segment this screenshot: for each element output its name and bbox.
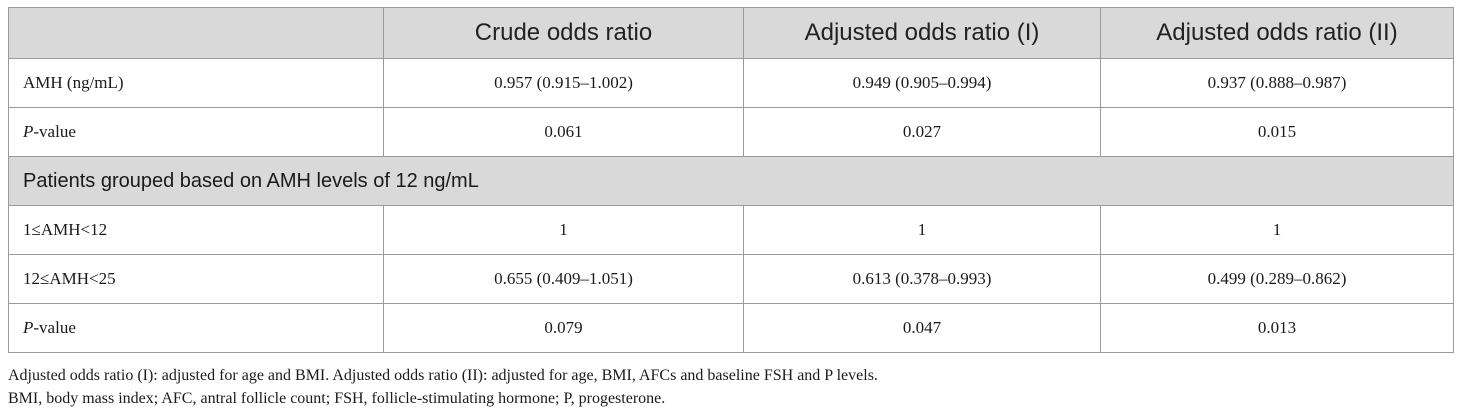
header-adjusted-odds-ratio-2: Adjusted odds ratio (II) [1100,7,1454,59]
table-cell: 0.655 (0.409–1.051) [383,254,744,304]
table-row: 1≤AMH<12 1 1 1 [8,205,1454,255]
header-adjusted-odds-ratio-1: Adjusted odds ratio (I) [743,7,1101,59]
header-cell-empty [8,7,384,59]
footnote: BMI, body mass index; AFC, antral follic… [8,390,666,407]
table-row: 12≤AMH<25 0.655 (0.409–1.051) 0.613 (0.3… [8,254,1454,304]
table-cell: 0.957 (0.915–1.002) [383,58,744,108]
footnote: Adjusted odds ratio (I): adjusted for ag… [8,367,878,384]
header-row: Crude odds ratio Adjusted odds ratio (I)… [8,7,1454,59]
table-row: AMH (ng/mL) 0.957 (0.915–1.002) 0.949 (0… [8,58,1454,108]
row-label-italic: P [23,318,34,337]
odds-ratio-table: Crude odds ratio Adjusted odds ratio (I)… [8,7,1454,353]
table-cell: 0.061 [383,107,744,157]
table-cell: 0.047 [743,303,1101,353]
row-label-text: -value [33,122,76,141]
table-cell: 0.015 [1100,107,1454,157]
table-cell: 0.079 [383,303,744,353]
row-label-text: 1≤AMH<12 [23,220,108,239]
table-row: P-value 0.079 0.047 0.013 [8,303,1454,353]
table-cell: 0.949 (0.905–0.994) [743,58,1101,108]
table-cell: 0.027 [743,107,1101,157]
row-label-italic: P [23,122,34,141]
table-cell: 1 [383,205,744,255]
table-row: P-value 0.061 0.027 0.015 [8,107,1454,157]
row-label: P-value [8,107,384,157]
table-footnotes: Adjusted odds ratio (I): adjusted for ag… [8,364,1453,410]
row-label: P-value [8,303,384,353]
row-label-text: -value [33,318,76,337]
row-label: AMH (ng/mL) [8,58,384,108]
row-label: 1≤AMH<12 [8,205,384,255]
row-label-text: 12≤AMH<25 [23,269,116,288]
table-container: Crude odds ratio Adjusted odds ratio (I)… [8,7,1454,410]
table-cell: 0.937 (0.888–0.987) [1100,58,1454,108]
table-cell: 0.013 [1100,303,1454,353]
table-cell: 1 [743,205,1101,255]
row-label: 12≤AMH<25 [8,254,384,304]
header-crude-odds-ratio: Crude odds ratio [383,7,744,59]
row-label-text: AMH (ng/mL) [23,73,124,92]
table-cell: 0.613 (0.378–0.993) [743,254,1101,304]
table-cell: 1 [1100,205,1454,255]
group-header-label: Patients grouped based on AMH levels of … [8,156,1454,206]
table-cell: 0.499 (0.289–0.862) [1100,254,1454,304]
group-header-row: Patients grouped based on AMH levels of … [8,156,1454,206]
